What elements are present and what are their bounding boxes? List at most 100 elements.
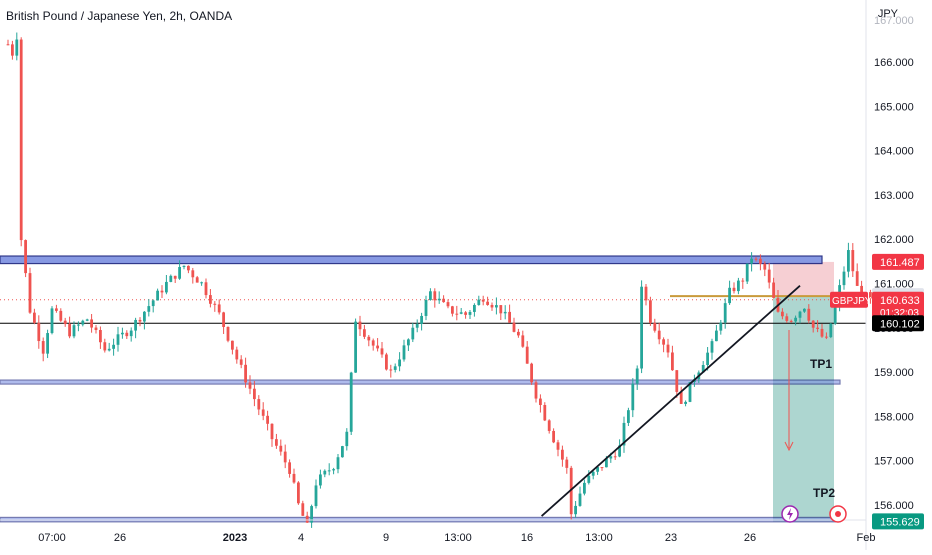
candle-body bbox=[855, 271, 859, 286]
candle-body bbox=[860, 285, 863, 297]
candle-body bbox=[785, 316, 789, 321]
time-tick-label: 26 bbox=[744, 532, 756, 544]
candle-body bbox=[618, 445, 621, 457]
candle-body bbox=[235, 349, 239, 360]
candle-body bbox=[816, 327, 819, 329]
candle-body bbox=[147, 306, 151, 312]
tp1-label: TP1 bbox=[810, 357, 832, 371]
candle-body bbox=[59, 310, 63, 321]
candle-body bbox=[354, 321, 357, 373]
candle-body bbox=[600, 467, 604, 469]
candle-body bbox=[297, 482, 300, 504]
trend-line bbox=[541, 285, 801, 517]
candle-body bbox=[213, 303, 217, 305]
candle-body bbox=[605, 458, 608, 468]
candle-body bbox=[653, 322, 657, 331]
candle-body bbox=[288, 462, 291, 474]
candle-body bbox=[239, 359, 243, 365]
candle-body bbox=[556, 442, 560, 450]
candle-body bbox=[609, 456, 613, 459]
candles bbox=[6, 32, 872, 528]
candle-body bbox=[41, 341, 45, 354]
candle-body bbox=[349, 372, 353, 432]
candle-body bbox=[825, 336, 828, 338]
candle-body bbox=[745, 263, 749, 282]
candle-body bbox=[613, 456, 617, 458]
candle-body bbox=[486, 301, 489, 305]
candle-body bbox=[424, 299, 428, 316]
candle-body bbox=[85, 319, 89, 321]
candle-body bbox=[508, 311, 511, 323]
candle-body bbox=[103, 342, 107, 351]
candle-body bbox=[534, 382, 538, 399]
candle-body bbox=[156, 290, 159, 301]
candle-body bbox=[200, 282, 203, 284]
candle-body bbox=[710, 341, 714, 353]
candle-body bbox=[107, 348, 111, 351]
candle-body bbox=[750, 258, 753, 264]
price-tick-label: 164.000 bbox=[874, 146, 914, 158]
candle-body bbox=[99, 330, 102, 343]
candle-body bbox=[182, 265, 186, 267]
candle-body bbox=[327, 470, 331, 472]
price-tick-label: 166.000 bbox=[874, 57, 914, 69]
candle-body bbox=[459, 312, 463, 314]
resistance-zone-0 bbox=[0, 255, 823, 265]
candle-body bbox=[820, 328, 824, 337]
candle-body bbox=[429, 291, 432, 300]
candle-body bbox=[393, 366, 397, 370]
candle-body bbox=[33, 312, 36, 323]
candle-body bbox=[869, 292, 872, 299]
candle-body bbox=[433, 291, 437, 301]
candle-body bbox=[11, 44, 14, 56]
candle-body bbox=[490, 304, 494, 308]
time-tick-label: 07:00 bbox=[38, 532, 66, 544]
candle-body bbox=[116, 334, 120, 345]
candle-body bbox=[244, 364, 247, 383]
candle-body bbox=[6, 44, 10, 46]
symbol-tag bbox=[830, 291, 868, 308]
candle-body bbox=[565, 459, 569, 468]
candle-body bbox=[77, 324, 80, 326]
record-event-icon-dot bbox=[835, 511, 841, 517]
candle-body bbox=[94, 327, 98, 331]
candle-body bbox=[129, 330, 133, 337]
candle-body bbox=[72, 325, 76, 337]
time-tick-label: Feb bbox=[857, 532, 876, 544]
candle-body bbox=[767, 269, 771, 283]
candle-body bbox=[442, 298, 445, 303]
candle-body bbox=[248, 382, 252, 389]
candle-body bbox=[358, 321, 362, 330]
candle-body bbox=[50, 308, 54, 334]
candle-body bbox=[169, 275, 173, 282]
candle-body bbox=[283, 451, 287, 463]
candle-body bbox=[455, 313, 459, 315]
candle-body bbox=[279, 445, 283, 452]
candle-body bbox=[55, 308, 58, 311]
price-tick-label: 165.000 bbox=[874, 101, 914, 113]
candle-body bbox=[798, 311, 802, 318]
candle-body bbox=[261, 409, 265, 416]
price-tick-label: 156.000 bbox=[874, 500, 914, 512]
time-tick-label: 13:00 bbox=[444, 532, 472, 544]
candle-body bbox=[385, 354, 388, 370]
candle-body bbox=[178, 266, 181, 279]
last-price-text: 160.633 bbox=[880, 295, 920, 307]
price-tick-label: 163.000 bbox=[874, 190, 914, 202]
candle-body bbox=[310, 506, 313, 523]
candle-body bbox=[574, 505, 577, 515]
candle-body bbox=[398, 359, 401, 367]
candle-body bbox=[591, 471, 595, 476]
candle-body bbox=[121, 332, 124, 335]
candle-body bbox=[530, 363, 533, 383]
candle-body bbox=[688, 382, 692, 402]
candle-body bbox=[521, 335, 525, 347]
candle-body bbox=[341, 446, 344, 458]
candle-body bbox=[371, 340, 375, 346]
candle-body bbox=[253, 388, 256, 400]
candle-body bbox=[631, 383, 635, 411]
candle-body bbox=[323, 470, 327, 475]
chart-title: British Pound / Japanese Yen, 2h, OANDA bbox=[6, 9, 233, 23]
